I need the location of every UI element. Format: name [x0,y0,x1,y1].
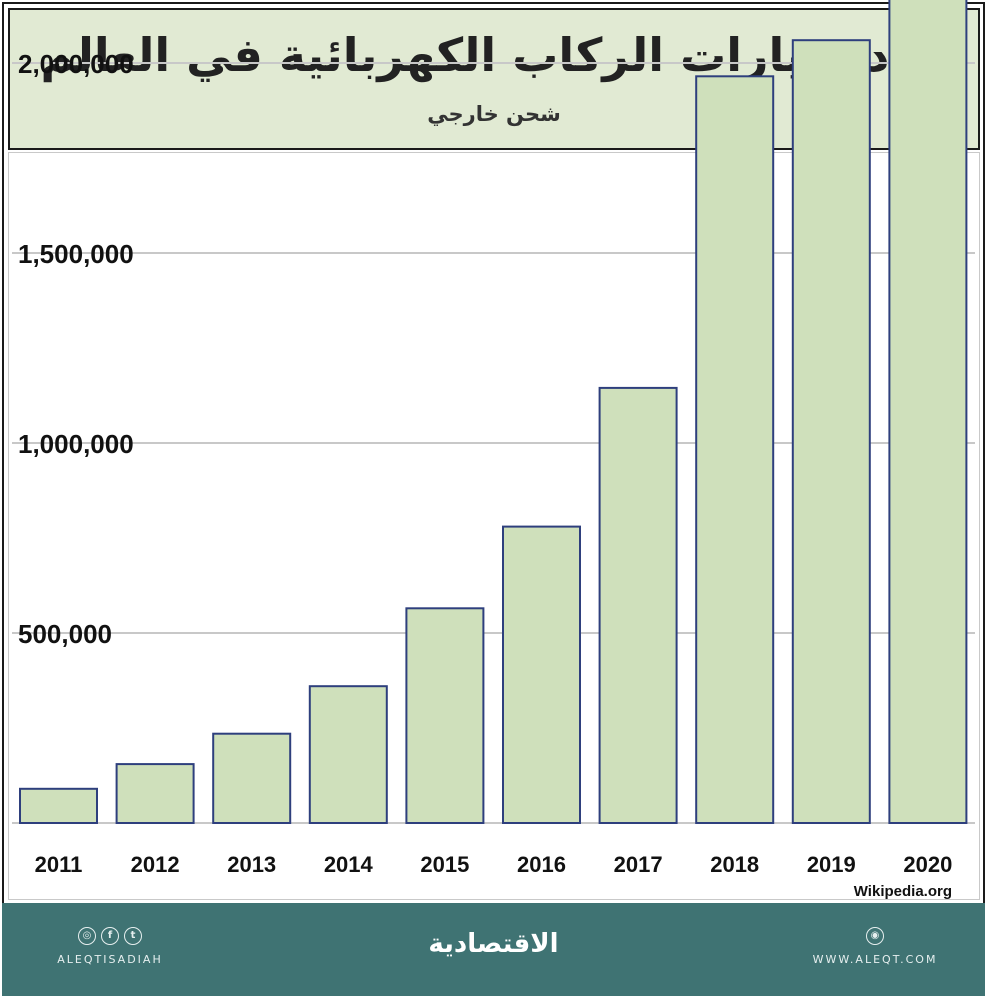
bar-2016 [502,525,581,824]
y-tick-label: 1,500,000 [18,239,134,269]
facebook-icon[interactable]: f [101,927,119,945]
x-tick-label: 2018 [710,852,759,877]
bar-2019 [791,39,871,824]
publisher-logo: الاقتصادية [428,929,559,959]
website-url[interactable]: WWW.ALEQT.COM [812,953,938,966]
y-tick-label: 500,000 [18,619,112,649]
x-tick-label: 2015 [420,852,469,877]
bar-2015 [405,607,485,824]
x-tick-label: 2016 [517,852,566,877]
bar-2012 [115,763,195,824]
x-tick-label: 2013 [227,852,276,877]
x-tick-label: 2012 [131,852,180,877]
x-tick-label: 2020 [903,852,952,877]
y-tick-label: 1,000,000 [18,429,134,459]
y-tick-label: 2,000,000 [18,49,134,79]
instagram-icon[interactable]: ◎ [78,927,96,945]
bar-2014 [308,685,388,825]
x-tick-label: 2011 [35,852,83,877]
x-tick-label: 2014 [324,852,374,877]
bars [19,0,968,825]
y-axis-ticks: 500,0001,000,0001,500,0002,000,0002,500,… [18,49,134,649]
bar-2011 [19,787,98,824]
twitter-icon[interactable]: t [124,927,142,945]
bar-2013 [212,732,292,825]
x-tick-label: 2017 [614,852,663,877]
x-axis-ticks: 2011 2012 2013 2014 2015 2016 2017 2018 2019 2020 [35,852,953,877]
bar-2020 [888,0,968,824]
web-icon[interactable]: ◉ [866,927,884,945]
social-block: ◎ f t ALEQTISADIAH [50,927,170,966]
x-tick-label: 2019 [807,852,856,877]
bar-2018 [695,75,775,825]
source-label: Wikipedia.org [854,883,952,900]
website-block: ◉ WWW.ALEQT.COM [805,927,945,966]
footer-bar: ◎ f t ALEQTISADIAH الاقتصادية ◉ WWW.ALEQ… [2,903,985,996]
chart-subtitle: شحن خارجي [427,102,561,126]
bar-2017 [598,386,678,824]
social-handle: ALEQTISADIAH [57,953,163,966]
